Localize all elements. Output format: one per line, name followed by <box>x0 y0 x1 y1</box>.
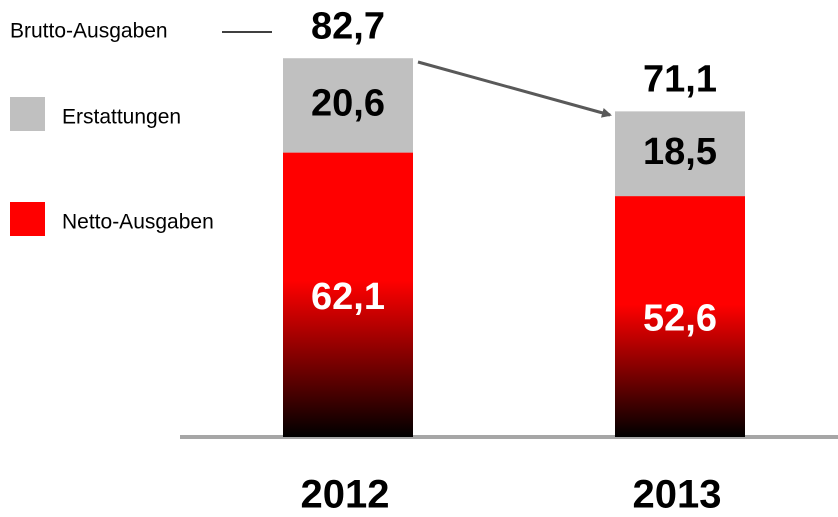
bar-segment <box>283 152 413 437</box>
data-label: 18,5 <box>643 131 717 173</box>
bar-segment <box>283 58 413 153</box>
bar-segment <box>615 111 745 197</box>
total-label: 82,7 <box>311 5 385 47</box>
bar-segment <box>615 196 745 437</box>
x-tick-label: 2013 <box>633 473 722 517</box>
x-tick-label: 2012 <box>301 473 390 517</box>
legend-swatch <box>10 202 45 236</box>
data-label: 62,1 <box>311 276 385 318</box>
legend-label: Netto-Ausgaben <box>62 211 214 234</box>
total-label: 71,1 <box>643 58 717 100</box>
data-label: 52,6 <box>643 298 717 340</box>
legend-swatch <box>10 97 45 131</box>
total-legend-label: Brutto-Ausgaben <box>10 20 168 43</box>
legend-label: Erstattungen <box>62 106 181 129</box>
trend-arrow <box>417 60 612 118</box>
data-label: 20,6 <box>311 82 385 124</box>
